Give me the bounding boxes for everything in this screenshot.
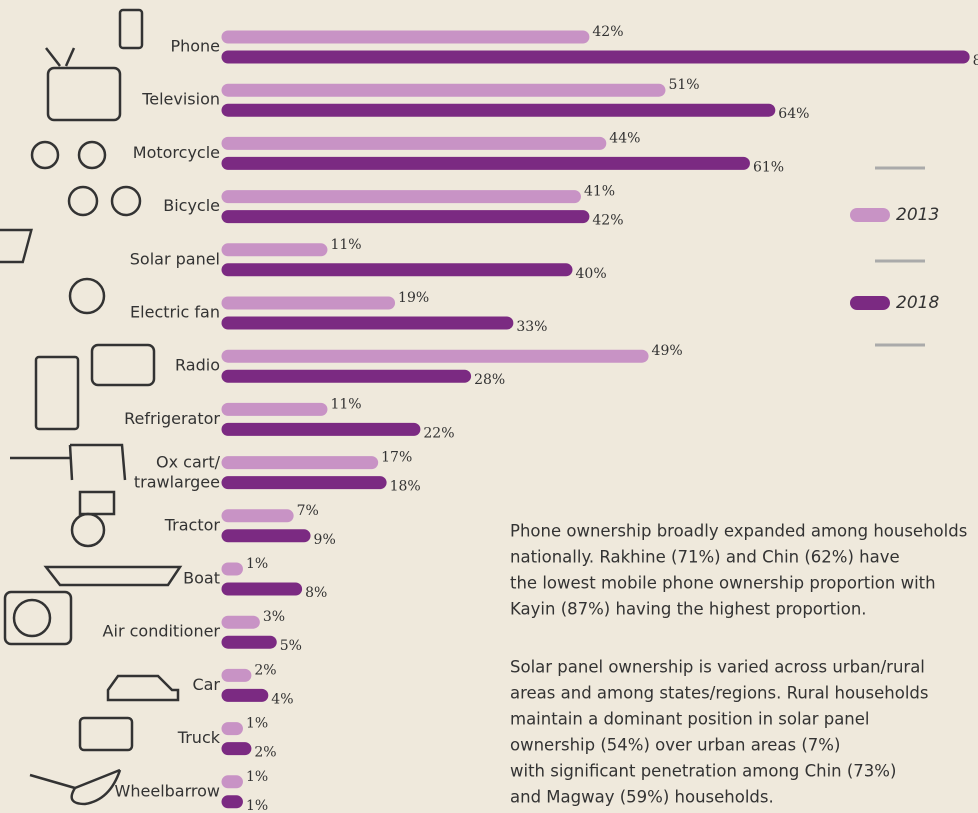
annotation: the lowest mobile phone ownership propor…	[510, 574, 936, 593]
bar	[221, 456, 379, 470]
bar	[221, 349, 649, 363]
bar	[221, 562, 243, 576]
bar	[221, 243, 328, 257]
bar	[221, 263, 573, 277]
legend	[875, 166, 925, 347]
value-label: 87%	[973, 53, 978, 69]
value-label: 41%	[584, 184, 615, 200]
category-label: Car	[192, 675, 220, 694]
icons	[0, 8, 183, 806]
legend-swatch	[850, 208, 890, 222]
category-label: Bicycle	[163, 196, 220, 215]
value-label: 42%	[592, 24, 623, 40]
value-label: 2%	[254, 745, 276, 761]
value-label: 42%	[592, 213, 623, 229]
bar	[221, 615, 260, 629]
value-label: 28%	[474, 372, 505, 388]
bar	[221, 476, 387, 490]
bar	[221, 668, 252, 682]
legend-label: 2018	[896, 293, 939, 313]
value-label: 5%	[280, 638, 302, 654]
value-label: 17%	[381, 450, 412, 466]
bar	[221, 83, 666, 97]
annotation: Phone ownership broadly expanded among h…	[510, 522, 967, 541]
bar	[221, 136, 607, 150]
value-label: 40%	[576, 266, 607, 282]
bar	[221, 775, 243, 789]
annotation: Solar panel ownership is varied across u…	[510, 658, 925, 677]
value-label: 49%	[652, 343, 683, 359]
bar	[221, 316, 514, 330]
annotation: and Magway (59%) households.	[510, 788, 774, 807]
category-label: Tractor	[164, 515, 221, 534]
value-label: 64%	[778, 106, 809, 122]
category-label: Radio	[175, 356, 220, 375]
value-label: 51%	[668, 77, 699, 93]
bar	[221, 402, 328, 416]
bar	[221, 210, 590, 224]
value-label: 4%	[271, 691, 293, 707]
bar	[221, 529, 311, 543]
value-label: 61%	[753, 159, 784, 175]
value-label: 8%	[305, 585, 327, 601]
value-label: 11%	[330, 396, 361, 412]
value-label: 2%	[254, 662, 276, 678]
value-label: 22%	[423, 425, 454, 441]
category-label: Electric fan	[130, 303, 220, 322]
value-label: 18%	[390, 479, 421, 495]
bar	[221, 296, 396, 310]
bar	[221, 190, 581, 204]
value-label: 1%	[246, 556, 268, 572]
category-label: Solar panel	[130, 249, 220, 268]
annotation: maintain a dominant position in solar pa…	[510, 710, 870, 729]
bar	[221, 369, 472, 383]
value-label: 11%	[330, 237, 361, 253]
value-label: 33%	[516, 319, 547, 335]
bar	[221, 722, 243, 736]
category-label: Truck	[177, 728, 221, 747]
bar	[221, 795, 243, 809]
category-label: Ox cart/trawlargee	[134, 452, 221, 491]
annotation: Kayin (87%) having the highest proportio…	[510, 600, 867, 619]
value-label: 1%	[246, 716, 268, 732]
bar	[221, 582, 303, 596]
value-label: 1%	[246, 769, 268, 785]
bar	[221, 509, 294, 523]
value-label: 19%	[398, 290, 429, 306]
annotation: nationally. Rakhine (71%) and Chin (62%)…	[510, 548, 900, 567]
annotation: areas and among states/regions. Rural ho…	[510, 684, 928, 703]
annotation: ownership (54%) over urban areas (7%)	[510, 736, 840, 755]
legend-swatch	[850, 296, 890, 310]
category-label: Refrigerator	[124, 409, 220, 428]
bar	[221, 103, 776, 117]
value-label: 7%	[297, 503, 319, 519]
value-label: 3%	[263, 609, 285, 625]
category-label: Air conditioner	[103, 622, 221, 641]
legend-label: 2013	[896, 205, 939, 225]
bar	[221, 635, 277, 649]
bar	[221, 156, 750, 170]
category-label: Wheelbarrow	[115, 781, 220, 800]
value-label: 9%	[314, 532, 336, 548]
bar	[221, 50, 970, 64]
bar	[221, 30, 590, 44]
category-label: Phone	[170, 37, 220, 56]
bar	[221, 688, 269, 702]
category-label: Motorcycle	[133, 143, 220, 162]
category-label: Television	[141, 90, 220, 109]
value-label: 44%	[609, 130, 640, 146]
annotation: with significant penetration among Chin …	[510, 762, 896, 781]
bar	[221, 742, 252, 756]
category-label: Boat	[183, 569, 220, 588]
bar	[221, 422, 421, 436]
value-label: 1%	[246, 798, 268, 813]
